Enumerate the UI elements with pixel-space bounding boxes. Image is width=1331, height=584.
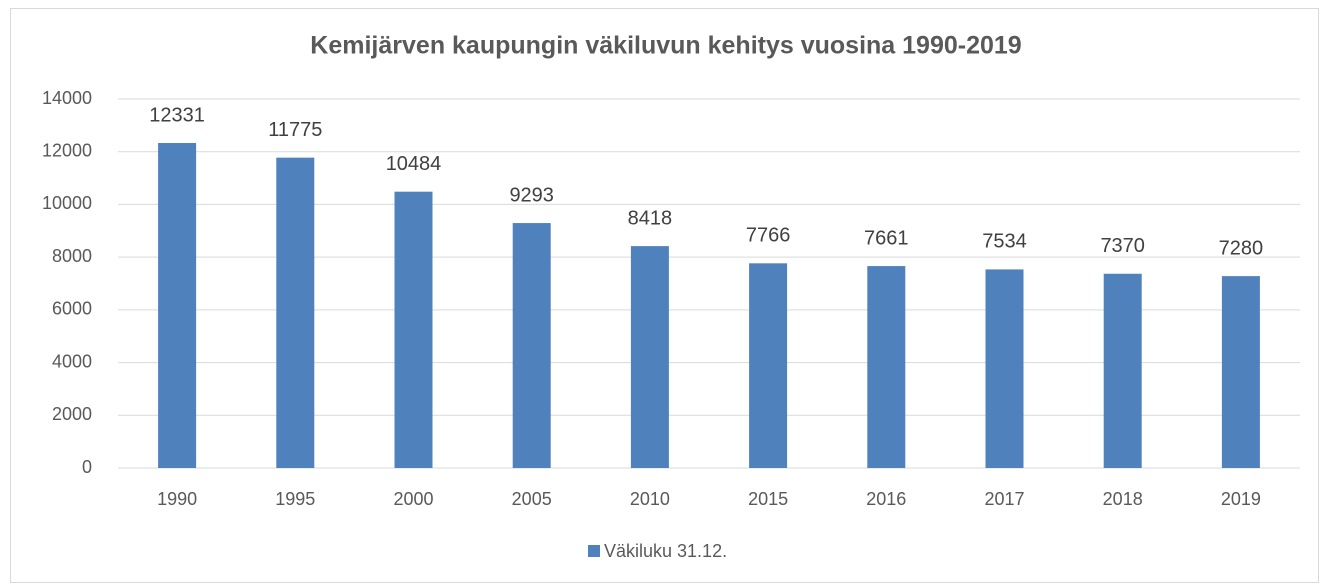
data-label: 7766 — [746, 225, 791, 247]
data-label: 10484 — [386, 153, 442, 175]
x-tick-label: 2016 — [866, 489, 906, 509]
bar — [1221, 276, 1260, 468]
bar — [394, 191, 433, 469]
data-label: 9293 — [509, 184, 554, 206]
y-tick-label: 4000 — [52, 351, 92, 371]
y-tick-label: 2000 — [52, 404, 92, 424]
x-tick-label: 1990 — [157, 489, 197, 509]
chart-title: Kemijärven kaupungin väkiluvun kehitys v… — [310, 32, 1021, 60]
data-label: 7534 — [982, 231, 1027, 253]
data-label: 11775 — [268, 119, 322, 141]
x-tick-label: 2018 — [1103, 489, 1143, 509]
bar — [630, 246, 669, 468]
x-tick-label: 2005 — [512, 489, 552, 509]
y-tick-label: 0 — [82, 457, 92, 477]
bar — [867, 266, 906, 468]
x-tick-label: 2010 — [630, 489, 670, 509]
data-label: 7280 — [1219, 237, 1264, 259]
data-label: 8418 — [628, 207, 673, 229]
bar — [276, 157, 315, 468]
bar — [158, 142, 197, 469]
x-tick-label: 2000 — [393, 489, 433, 509]
bar — [512, 223, 551, 468]
data-label: 7661 — [864, 227, 909, 249]
bar — [749, 263, 788, 468]
data-label: 7370 — [1100, 235, 1145, 257]
data-label: 12331 — [149, 104, 205, 126]
y-tick-label: 6000 — [52, 299, 92, 319]
legend-label: Väkiluku 31.12. — [604, 541, 727, 561]
y-tick-label: 8000 — [52, 246, 92, 266]
bar — [1103, 273, 1142, 468]
x-tick-label: 1995 — [275, 489, 315, 509]
y-tick-label: 10000 — [42, 193, 92, 213]
bar — [985, 269, 1024, 468]
x-tick-label: 2017 — [984, 489, 1024, 509]
x-tick-label: 2015 — [748, 489, 788, 509]
y-tick-label: 14000 — [42, 88, 92, 108]
legend-swatch — [588, 545, 600, 557]
x-tick-label: 2019 — [1221, 489, 1261, 509]
y-tick-label: 12000 — [42, 140, 92, 160]
